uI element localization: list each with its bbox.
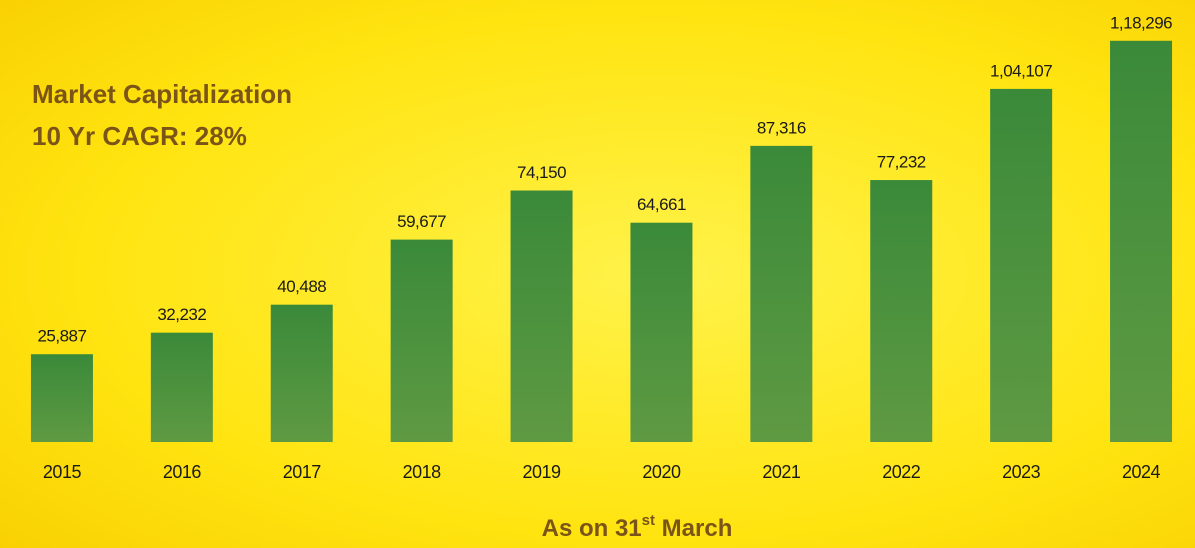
bar [990,88,1053,443]
x-tick-label: 2017 [283,462,322,482]
x-tick-label: 2020 [642,462,681,482]
value-label: 32,232 [157,305,206,324]
value-label: 1,18,296 [1110,13,1172,32]
x-tick-label: 2022 [882,462,921,482]
bar [870,180,933,442]
value-label: 77,232 [877,153,926,172]
x-axis-label-part: As on 31 [542,515,642,542]
x-axis-label-part: March [655,515,732,542]
chart-subtitle: 10 Yr CAGR: 28% [32,121,247,151]
x-tick-label: 2023 [1002,462,1041,482]
bar [30,354,93,442]
bar [270,304,333,442]
bar [630,222,693,442]
value-label: 25,887 [37,327,86,346]
value-label: 87,316 [757,118,806,137]
chart-title: Market Capitalization [32,79,292,109]
x-tick-label: 2021 [762,462,801,482]
bar [750,145,813,443]
value-label: 74,150 [517,163,566,182]
bar [150,332,213,442]
bar [510,190,573,442]
bar [1110,40,1173,443]
value-label: 40,488 [277,277,326,296]
x-tick-label: 2015 [43,462,82,482]
x-tick-label: 2018 [403,462,442,482]
x-axis-label: As on 31st March [542,512,733,542]
x-tick-label: 2019 [523,462,562,482]
x-tick-label: 2016 [163,462,202,482]
value-label: 59,677 [397,212,446,231]
x-tick-label: 2024 [1122,462,1161,482]
value-label: 64,661 [637,195,686,214]
value-label: 1,04,107 [990,61,1052,80]
bar [390,239,453,442]
x-axis-label-sup: st [642,512,655,529]
